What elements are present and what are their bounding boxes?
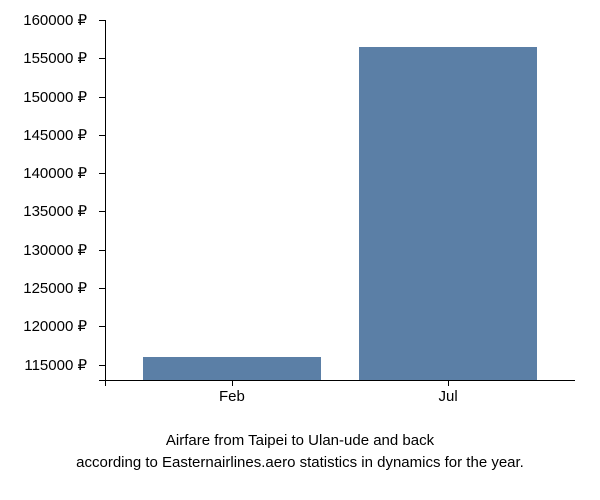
y-axis-label: 160000 ₽ (23, 11, 87, 29)
y-axis-label: 130000 ₽ (23, 241, 87, 259)
x-axis-labels: Feb Jul (105, 388, 575, 413)
y-axis-label: 145000 ₽ (23, 126, 87, 144)
chart-container: 115000 ₽ 120000 ₽ 125000 ₽ 130000 ₽ 135000 ₽… (0, 0, 600, 500)
x-axis-label: Feb (219, 388, 245, 405)
y-axis-label: 150000 ₽ (23, 88, 87, 106)
plot-area (105, 20, 575, 380)
x-axis-line (99, 380, 575, 381)
caption-line-2: according to Easternairlines.aero statis… (0, 452, 600, 473)
y-axis-label: 155000 ₽ (23, 49, 87, 67)
x-axis-tick (448, 380, 449, 386)
y-axis-label: 120000 ₽ (23, 317, 87, 335)
y-axis-label: 135000 ₽ (23, 202, 87, 220)
y-axis-label: 140000 ₽ (23, 164, 87, 182)
x-axis-tick (232, 380, 233, 386)
y-axis-label: 115000 ₽ (24, 356, 87, 374)
y-axis-labels: 115000 ₽ 120000 ₽ 125000 ₽ 130000 ₽ 135000 ₽… (0, 20, 95, 380)
y-axis-label: 125000 ₽ (23, 279, 87, 297)
bar (359, 47, 538, 380)
x-axis-label: Jul (439, 388, 458, 405)
bar (143, 357, 322, 380)
caption-line-1: Airfare from Taipei to Ulan-ude and back (0, 430, 600, 451)
